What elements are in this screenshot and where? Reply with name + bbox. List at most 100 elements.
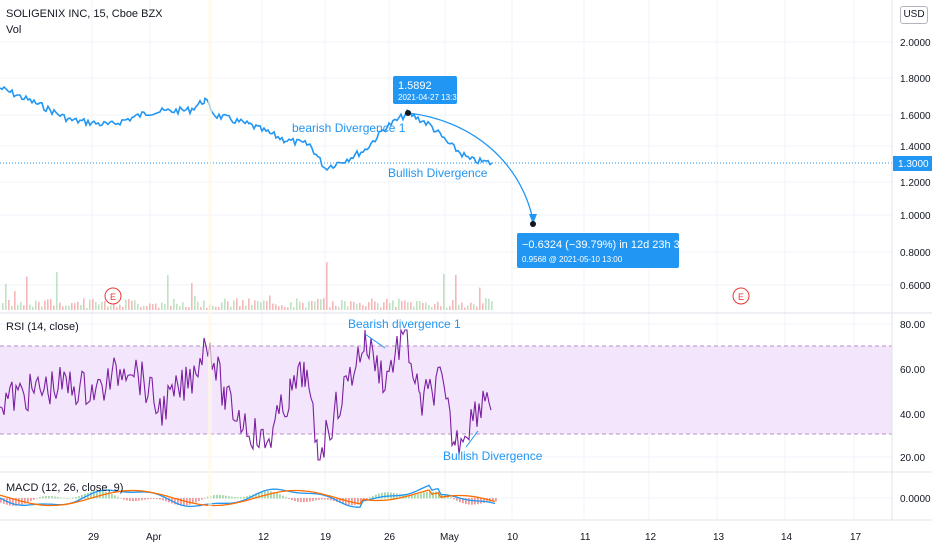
volume-bar [380, 307, 382, 310]
volume-bar [458, 304, 460, 310]
volume-bar [35, 300, 37, 310]
price-tick: 1.0000 [900, 211, 931, 222]
macd-histogram-bar [354, 498, 356, 505]
time-tick: 12 [645, 532, 657, 543]
bullish-divergence-rsi-label[interactable]: Bullish Divergence [443, 449, 543, 463]
macd-histogram-bar [255, 493, 257, 499]
macd-histogram-bar [429, 490, 431, 499]
macd-histogram-bar [174, 498, 176, 505]
signal-line [0, 489, 496, 507]
rsi-tick: 80.00 [900, 320, 925, 331]
bullish-rsi-connector [465, 430, 479, 448]
macd-histogram-bar [105, 491, 107, 499]
measure-start-point[interactable] [405, 110, 411, 116]
volume-bar [446, 307, 448, 310]
macd-histogram-bar [237, 497, 239, 499]
macd-histogram-bar [123, 498, 125, 500]
volume-bar [221, 302, 223, 310]
macd-histogram-bar [483, 498, 485, 503]
macd-histogram-bar [318, 498, 320, 500]
volume-bar [92, 298, 94, 310]
macd-histogram-bar [12, 498, 14, 506]
price-tick: 1.6000 [900, 111, 931, 122]
macd-histogram-bar [27, 498, 29, 503]
macd-histogram-bar [81, 495, 83, 499]
volume-title[interactable]: Vol [6, 24, 21, 36]
macd-histogram-bar [207, 496, 209, 499]
volume-bar [104, 300, 106, 310]
macd-histogram-bar [261, 491, 263, 499]
volume-bar [98, 304, 100, 310]
macd-histogram-bar [432, 491, 434, 499]
volume-bar [482, 303, 484, 310]
macd-histogram-bar [183, 498, 185, 506]
macd-histogram-bar [66, 498, 68, 499]
volume-bar [65, 305, 67, 310]
rsi-band [0, 346, 892, 434]
session-highlight [208, 0, 212, 520]
macd-title[interactable]: MACD (12, 26, close, 9) [6, 482, 123, 494]
volume-bar [347, 306, 349, 310]
measure-arrowhead [529, 214, 537, 224]
volume-bar [140, 306, 142, 310]
time-tick: 10 [507, 532, 519, 543]
volume-bar [443, 273, 445, 310]
measure-end-point[interactable] [530, 221, 536, 227]
symbol-title[interactable]: SOLIGENIX INC, 15, Cboe BZX [6, 8, 163, 20]
macd-histogram-bar [192, 498, 194, 504]
volume-bar [320, 299, 322, 310]
volume-bar [323, 298, 325, 310]
macd-histogram-bar [375, 494, 377, 499]
volume-bar [14, 291, 16, 310]
volume-bar [167, 275, 169, 310]
volume-bar [56, 271, 58, 310]
volume-bar [236, 298, 238, 310]
measure-arrow [407, 112, 534, 221]
macd-histogram-bar [0, 498, 2, 503]
macd-histogram-bar [342, 498, 344, 504]
macd-histogram-bar [201, 498, 203, 500]
volume-bar [401, 301, 403, 310]
macd-histogram-bar [24, 498, 26, 504]
bearish-divergence-rsi-label[interactable]: Bearish divergence 1 [348, 317, 461, 331]
volume-bar [71, 303, 73, 310]
volume-bar [389, 302, 391, 310]
volume-bar [182, 302, 184, 310]
volume-bar [281, 305, 283, 310]
macd-histogram-bar [45, 496, 47, 499]
macd-histogram-bar [399, 494, 401, 499]
macd-histogram-bar [447, 495, 449, 499]
time-tick: 19 [320, 532, 332, 543]
macd-histogram-bar [234, 497, 236, 499]
earnings-marker[interactable] [732, 287, 750, 305]
currency-button[interactable]: USD [900, 6, 928, 24]
volume-bar [23, 305, 25, 310]
macd-histogram-bar [9, 498, 11, 506]
measure-result-tooltip [517, 233, 679, 268]
macd-histogram-bar [297, 498, 299, 502]
price-tick: 1.2000 [900, 178, 931, 189]
price-tick: 1.8000 [900, 74, 931, 85]
macd-histogram-bar [453, 498, 455, 500]
volume-bar [101, 302, 103, 310]
macd-histogram-bar [330, 498, 332, 501]
volume-bar [395, 307, 397, 310]
volume-bar [11, 305, 13, 310]
bearish-divergence-price-label[interactable]: bearish Divergence 1 [292, 121, 406, 135]
volume-bar [86, 307, 88, 310]
macd-histogram-bar [300, 498, 302, 503]
macd-histogram-bar [153, 498, 155, 499]
macd-histogram-bar [222, 495, 224, 499]
volume-bar [110, 305, 112, 310]
macd-histogram-bar [114, 495, 116, 499]
volume-bar [152, 304, 154, 310]
rsi-title[interactable]: RSI (14, close) [6, 321, 79, 333]
time-tick: May [440, 532, 459, 543]
volume-bar [308, 301, 310, 310]
bullish-divergence-price-label[interactable]: Bullish Divergence [388, 166, 488, 180]
macd-histogram-bar [240, 497, 242, 499]
macd-histogram-bar [294, 498, 296, 502]
macd-histogram-bar [93, 491, 95, 499]
earnings-marker[interactable] [104, 287, 122, 305]
